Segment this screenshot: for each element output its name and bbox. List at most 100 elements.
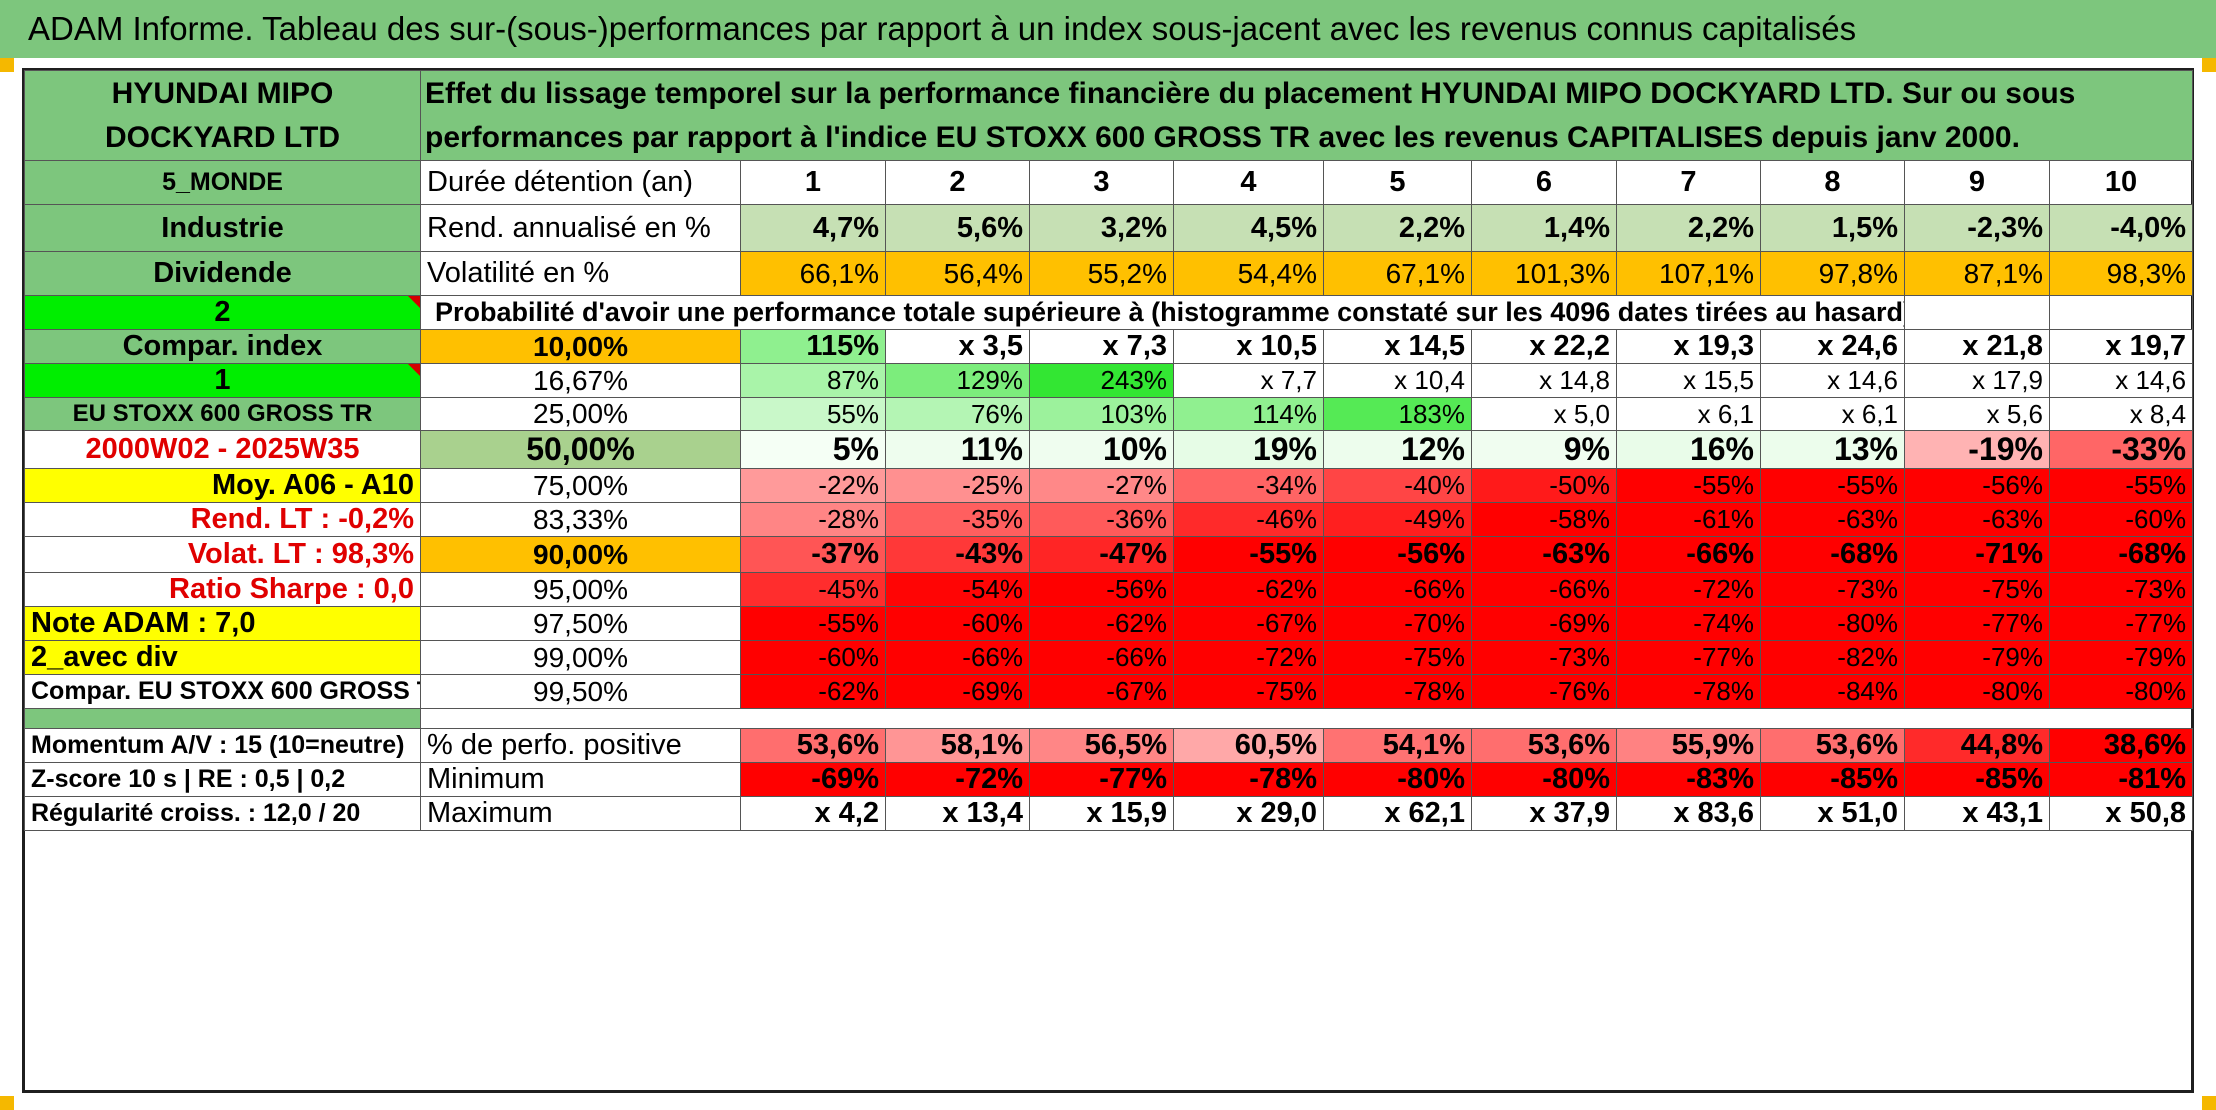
percentile-value: -33% [2048,430,2194,469]
percentile-value: -56% [1904,468,2050,503]
table-row: 2000W02 - 2025W35 50,00% 5% 11% 10% 19% 12% 9% 1… [24,430,2194,469]
percentile-value: -69% [1471,606,1617,641]
annualized-return-value: 1,4% [1471,204,1617,252]
annualized-return-value: -2,3% [1904,204,2050,252]
percentile-value: -77% [1616,640,1761,675]
spacer-cell [419,708,2193,729]
percentile-value: -60% [885,606,1030,641]
left-label [24,708,421,729]
percentile-value: -67% [1173,606,1324,641]
percentile-label: 90,00% [420,536,741,573]
stat-value: -81% [2048,762,2194,797]
corner-mark-top-right [2202,58,2216,72]
stat-value: 54,1% [1323,728,1472,763]
percentile-value: -66% [1029,640,1174,675]
percentile-label: 16,67% [420,363,741,398]
annualized-return-value: 4,7% [740,204,886,252]
percentile-value: 55% [740,397,886,431]
table-row: Compar. index 10,00% 115% x 3,5 x 7,3 x 10,5 x… [24,329,2194,364]
table-row: 2_avec div 99,00% -60% -66% -66% -72% -75% -73%… [24,640,2194,675]
stat-value: x 50,8 [2048,796,2194,831]
stat-value: -78% [1173,762,1324,797]
percentile-label: 97,50% [420,606,741,641]
table-row: Compar. EU STOXX 600 GROSS TR 99,50% -62% -… [24,674,2194,709]
year-header: 7 [1616,160,1761,205]
percentile-value: -74% [1616,606,1761,641]
percentile-value: x 6,1 [1760,397,1905,431]
percentile-value: -35% [885,502,1030,537]
percentile-value: 183% [1323,397,1472,431]
percentile-value: -73% [1760,572,1905,607]
percentile-value: -66% [1616,536,1761,573]
left-label: Note ADAM : 7,0 [24,606,421,641]
percentile-value: -27% [1029,468,1174,503]
stat-value: 53,6% [1471,728,1617,763]
percentile-value: -62% [1173,572,1324,607]
percentile-value: x 19,3 [1616,329,1761,364]
percentile-value: -75% [1904,572,2050,607]
percentile-value: 87% [740,363,886,398]
table-row: EU STOXX 600 GROSS TR 25,00% 55% 76% 103% 114… [24,397,2194,431]
probability-title: Probabilité d'avoir une performance tota… [420,295,1905,330]
table-row: Dividende Volatilité en % 66,1% 56,4% 55,2% 5… [24,251,2194,296]
percentile-label: 95,00% [420,572,741,607]
left-label: Rend. LT : -0,2% [24,502,421,537]
percentile-value: -58% [1471,502,1617,537]
volatility-value: 98,3% [2048,251,2194,296]
percentile-value: -62% [1029,606,1174,641]
percentile-value: -62% [740,674,886,709]
stat-value: x 29,0 [1173,796,1324,831]
percentile-value: -70% [1323,606,1472,641]
annualized-return-value: 4,5% [1173,204,1324,252]
volatility-value: 107,1% [1616,251,1761,296]
left-label: Moy. A06 - A10 [24,468,421,503]
left-label: Dividende [24,251,421,296]
percentile-value: -34% [1173,468,1324,503]
percentile-value: -73% [1471,640,1617,675]
percentile-value: x 10,5 [1173,329,1324,364]
percentile-value: -69% [885,674,1030,709]
stat-value: x 43,1 [1904,796,2050,831]
percentile-value: -63% [1760,502,1905,537]
stat-value: 38,6% [2048,728,2194,763]
percentile-value: -68% [1760,536,1905,573]
percentile-value: -80% [2048,674,2194,709]
year-header: 9 [1904,160,2050,205]
volatility-value: 55,2% [1029,251,1174,296]
percentile-value: -67% [1029,674,1174,709]
stat-value: -85% [1904,762,2050,797]
year-header: 10 [2048,160,2194,205]
percentile-value: x 6,1 [1616,397,1761,431]
left-label: 5_MONDE [24,160,421,205]
percentile-label: 75,00% [420,468,741,503]
percentile-value: x 15,5 [1616,363,1761,398]
year-header: 8 [1760,160,1905,205]
percentile-value: -43% [885,536,1030,573]
stat-value: 60,5% [1173,728,1324,763]
corner-mark-bottom-right [2202,1096,2216,1110]
percentile-value: 114% [1173,397,1324,431]
stat-value: -83% [1616,762,1761,797]
annualized-return-value: 3,2% [1029,204,1174,252]
left-label: Momentum A/V : 15 (10=neutre) [24,728,421,763]
left-label: 2 [24,295,421,330]
volatility-value: 56,4% [885,251,1030,296]
percentile-value: 19% [1173,430,1324,469]
stat-value: x 37,9 [1471,796,1617,831]
percentile-value: -75% [1173,674,1324,709]
percentile-value: 103% [1029,397,1174,431]
percentile-value: -66% [1323,572,1472,607]
percentile-value: x 7,3 [1029,329,1174,364]
percentile-label: 25,00% [420,397,741,431]
table-body: HYUNDAI MIPO DOCKYARD LTD Effet du lissag… [24,70,2194,831]
left-label: Régularité croiss. : 12,0 / 20 [24,796,421,831]
percentile-label: 99,50% [420,674,741,709]
percentile-value: x 3,5 [885,329,1030,364]
percentile-value: -75% [1323,640,1472,675]
percentile-value: -72% [1616,572,1761,607]
year-header: 1 [740,160,886,205]
percentile-value: -50% [1471,468,1617,503]
percentile-value: -78% [1323,674,1472,709]
corner-mark-top-left [0,58,14,72]
volatility-value: 87,1% [1904,251,2050,296]
